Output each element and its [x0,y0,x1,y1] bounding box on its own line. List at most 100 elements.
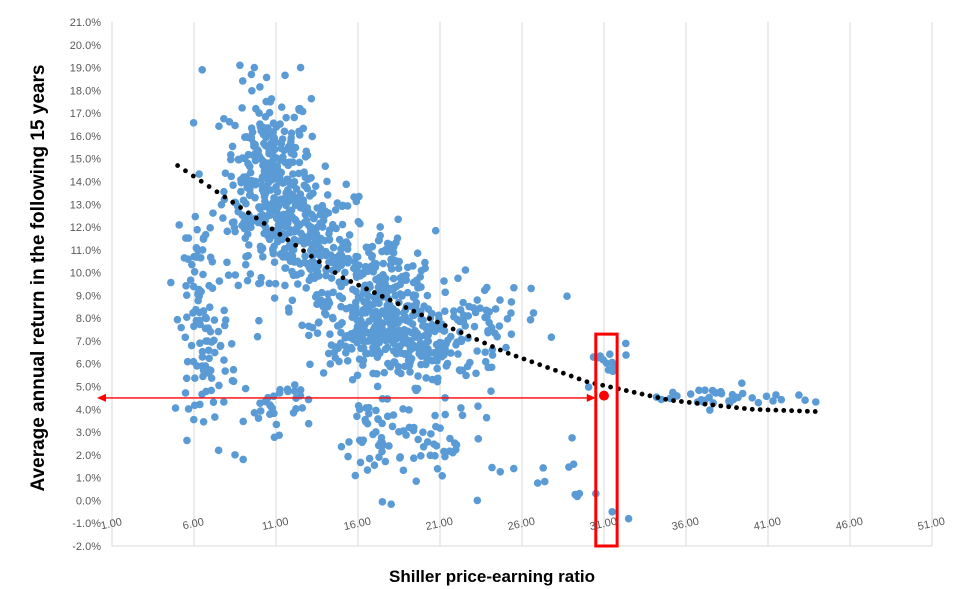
data-point [502,343,510,352]
y-axis-ticks: -2.0% -1.0% 0.0% 1.0% 2.0% 3.0% 4.0% 5.0% 6.0% 7.… [70,17,101,553]
data-point [271,279,280,288]
data-point [389,248,398,257]
data-point [387,500,395,509]
data-point [361,417,370,426]
data-point [472,369,480,378]
data-point [451,445,460,454]
data-point [426,349,435,357]
data-point [224,271,233,279]
data-point [277,144,286,153]
trend-dot [734,405,739,411]
data-point [414,372,422,380]
data-point [378,247,386,256]
data-point [303,151,312,160]
data-point [695,386,703,395]
data-point [811,398,820,406]
y-tick-label: -1.0% [72,518,101,530]
data-point [481,357,490,366]
data-point [378,324,386,332]
y-tick-label: 15.0% [70,154,101,166]
x-tick-label: 21.00 [425,516,454,533]
data-point [175,221,183,229]
data-point [406,368,414,376]
data-point [383,412,392,421]
y-tick-label: 16.0% [70,131,101,143]
data-point [357,309,366,318]
data-point [220,356,228,364]
trend-dot [505,350,511,356]
data-point [182,374,191,383]
data-point [728,390,737,399]
data-point [188,260,196,269]
data-point [431,226,440,235]
data-point [432,340,441,349]
data-point [245,162,254,171]
trend-dot [671,398,676,404]
data-point [257,246,265,254]
data-point [433,464,442,473]
data-point [288,252,297,260]
data-point [487,387,495,396]
data-point [239,196,248,205]
data-point [220,187,228,196]
data-point [457,335,466,344]
data-point [276,385,284,394]
data-point [473,496,482,505]
trend-dot [679,399,684,404]
data-point [289,170,297,178]
data-point [182,282,190,290]
data-point [381,282,389,290]
data-point [264,232,272,240]
data-point [307,94,316,103]
data-point [249,151,258,160]
data-point [266,207,274,215]
data-point [341,268,349,277]
data-point [348,313,357,322]
data-point [190,252,198,261]
data-point [278,249,286,257]
data-point [488,351,497,359]
data-points [167,61,820,523]
data-point [304,395,313,404]
data-point [433,364,441,373]
data-point [281,158,290,167]
data-point [247,134,256,143]
data-point [394,215,402,224]
data-point [376,231,384,240]
data-point [229,365,238,374]
data-point [302,284,310,292]
data-point [405,406,413,414]
data-point [409,293,418,302]
data-point [381,457,390,466]
data-point [391,291,400,300]
data-point [387,255,395,264]
data-point [412,477,421,485]
x-tick-label: 41.00 [753,516,782,533]
data-point [228,218,237,227]
data-point [417,315,425,324]
data-point [446,349,455,357]
data-point [509,464,518,473]
data-point [388,422,397,431]
data-point [378,394,387,403]
data-point [242,173,251,181]
y-tick-label: 19.0% [70,63,101,75]
data-point [369,309,378,318]
y-tick-label: -2.0% [72,541,101,553]
data-point [423,438,432,446]
trend-dot [450,326,456,332]
data-point [390,318,398,327]
data-point [374,283,383,291]
data-point [203,337,212,345]
data-point [259,253,267,261]
data-point [266,186,275,194]
data-point [328,220,337,229]
data-point [400,350,409,359]
data-point [324,349,333,358]
trend-dot [442,323,448,328]
trend-dot [364,286,369,292]
data-point [413,249,422,258]
trend-dot [466,333,472,339]
data-point [306,192,314,200]
trend-dot [175,163,181,168]
